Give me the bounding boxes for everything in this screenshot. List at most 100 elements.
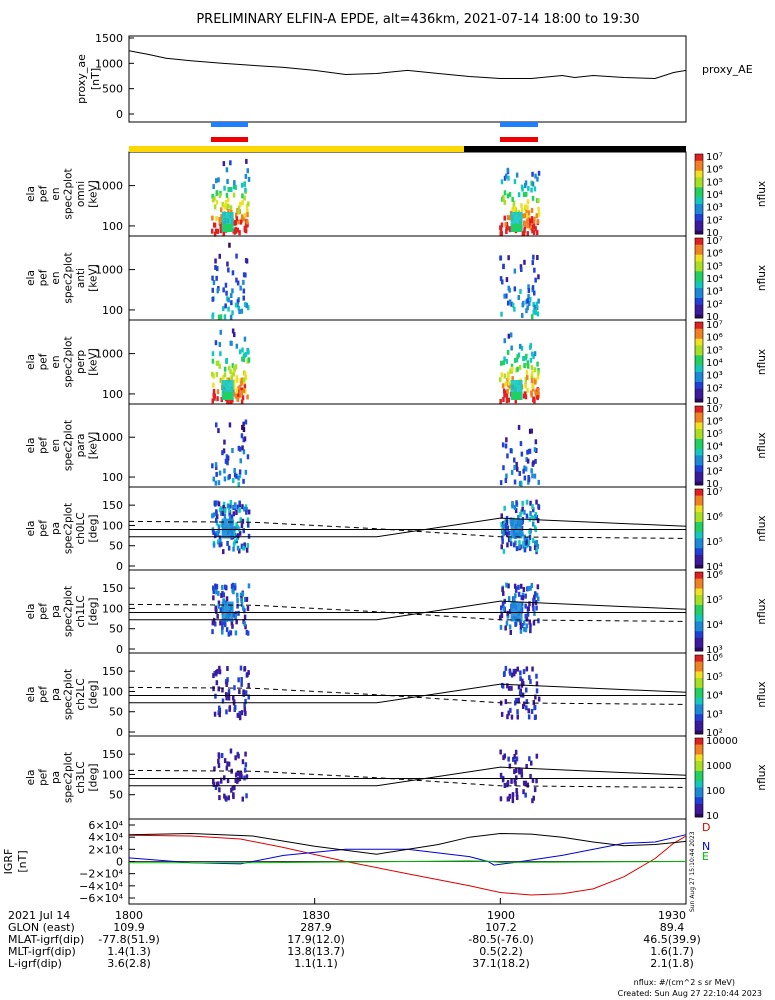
data-cell xyxy=(221,201,224,207)
data-cell xyxy=(525,666,529,672)
data-cell xyxy=(519,670,522,676)
data-cell xyxy=(241,445,244,451)
data-cell xyxy=(513,542,516,548)
data-cell xyxy=(528,448,531,454)
data-cell xyxy=(215,199,219,205)
data-cell xyxy=(537,696,541,702)
data-cell xyxy=(507,397,510,403)
colorbar-tick-label: 10⁵ xyxy=(706,261,723,272)
data-cell xyxy=(524,613,527,619)
data-cell xyxy=(212,595,215,601)
colorbar-segment xyxy=(695,471,703,476)
colorbar-tick-label: 10⁶ xyxy=(706,417,723,428)
panel-label-line: anti xyxy=(75,268,87,288)
data-cell xyxy=(515,461,518,467)
y-tick-label: 0 xyxy=(116,643,123,656)
data-cell xyxy=(218,712,221,718)
data-cell xyxy=(536,395,539,401)
colorbar-tick-label: 10⁴ xyxy=(706,620,723,631)
data-cell xyxy=(533,545,537,551)
data-cell xyxy=(221,450,224,456)
data-cell xyxy=(226,666,229,671)
data-cell xyxy=(241,796,244,802)
data-cell xyxy=(213,711,217,717)
data-cell xyxy=(240,399,244,405)
colorbar-segment xyxy=(695,674,703,679)
data-cell xyxy=(218,253,221,259)
colorbar-tick-label: 10² xyxy=(706,383,723,394)
data-cell xyxy=(513,596,516,602)
data-cell xyxy=(533,610,536,616)
data-cell xyxy=(230,620,234,626)
data-cell xyxy=(527,185,530,191)
data-cell xyxy=(232,792,235,798)
data-cell xyxy=(525,539,529,545)
panel-label-line: [keV] xyxy=(88,180,100,208)
data-cell xyxy=(504,699,508,705)
colorbar-segment xyxy=(695,634,703,639)
data-cell xyxy=(227,297,230,303)
data-cell xyxy=(506,525,510,531)
data-cell xyxy=(509,448,513,454)
data-cell xyxy=(215,190,218,196)
data-cell xyxy=(236,504,240,510)
data-cell xyxy=(509,541,513,547)
data-cell xyxy=(212,588,215,594)
data-cell xyxy=(221,584,224,590)
data-cell xyxy=(530,378,534,384)
panel-label-line: pef xyxy=(38,353,50,370)
data-cell xyxy=(508,215,512,221)
data-cell xyxy=(505,519,509,525)
data-cell xyxy=(505,173,508,179)
y-tick-label: 50 xyxy=(109,540,123,553)
data-cell xyxy=(527,708,530,714)
data-cell xyxy=(238,715,242,721)
data-cell xyxy=(513,457,516,463)
colorbar-tick-label: 10³ xyxy=(706,287,723,298)
colorbar-segment xyxy=(695,495,703,500)
data-cell xyxy=(523,509,526,515)
data-cell xyxy=(502,590,505,596)
data-cell xyxy=(247,670,250,676)
data-cell xyxy=(528,428,532,434)
colorbar-segment xyxy=(695,442,703,446)
data-cell xyxy=(241,504,244,510)
colorbar-tick-label: 10⁴ xyxy=(706,562,723,573)
colorbar-tick-label: 10⁵ xyxy=(706,672,723,683)
data-cell xyxy=(530,583,534,588)
panel-label-line: ela xyxy=(25,604,37,620)
data-cell xyxy=(212,280,216,285)
series-line-igrf-N xyxy=(128,834,687,866)
data-cell xyxy=(221,687,224,693)
units-note: nflux: #/(cm^2 s sr MeV) xyxy=(634,978,735,987)
data-cell xyxy=(505,358,508,364)
data-cell xyxy=(236,280,240,286)
data-cell xyxy=(242,545,245,551)
data-cell xyxy=(526,231,529,237)
data-cell xyxy=(223,758,227,764)
panel-label-line: pef xyxy=(38,185,50,202)
colorbar-segment xyxy=(695,595,703,599)
data-cell xyxy=(227,631,231,637)
data-cell xyxy=(237,305,240,311)
data-cell xyxy=(503,373,506,379)
data-cell xyxy=(211,296,214,302)
data-cell xyxy=(513,268,517,274)
data-cell xyxy=(244,375,248,381)
data-cell xyxy=(527,294,530,300)
data-cell xyxy=(533,447,537,453)
data-cell xyxy=(247,357,251,363)
colorbar-segment xyxy=(695,575,703,580)
data-cell xyxy=(515,791,519,797)
colorbar-segment xyxy=(695,258,703,262)
data-cell xyxy=(531,538,535,544)
data-cell xyxy=(239,458,242,464)
data-cell xyxy=(510,685,513,691)
footer-cell: 3.6(2.8) xyxy=(107,957,151,970)
colorbar-segment xyxy=(695,611,703,616)
colorbar-segment xyxy=(695,392,703,396)
data-cell xyxy=(522,780,526,786)
data-cell xyxy=(240,710,244,716)
colorbar-frame xyxy=(694,321,704,403)
